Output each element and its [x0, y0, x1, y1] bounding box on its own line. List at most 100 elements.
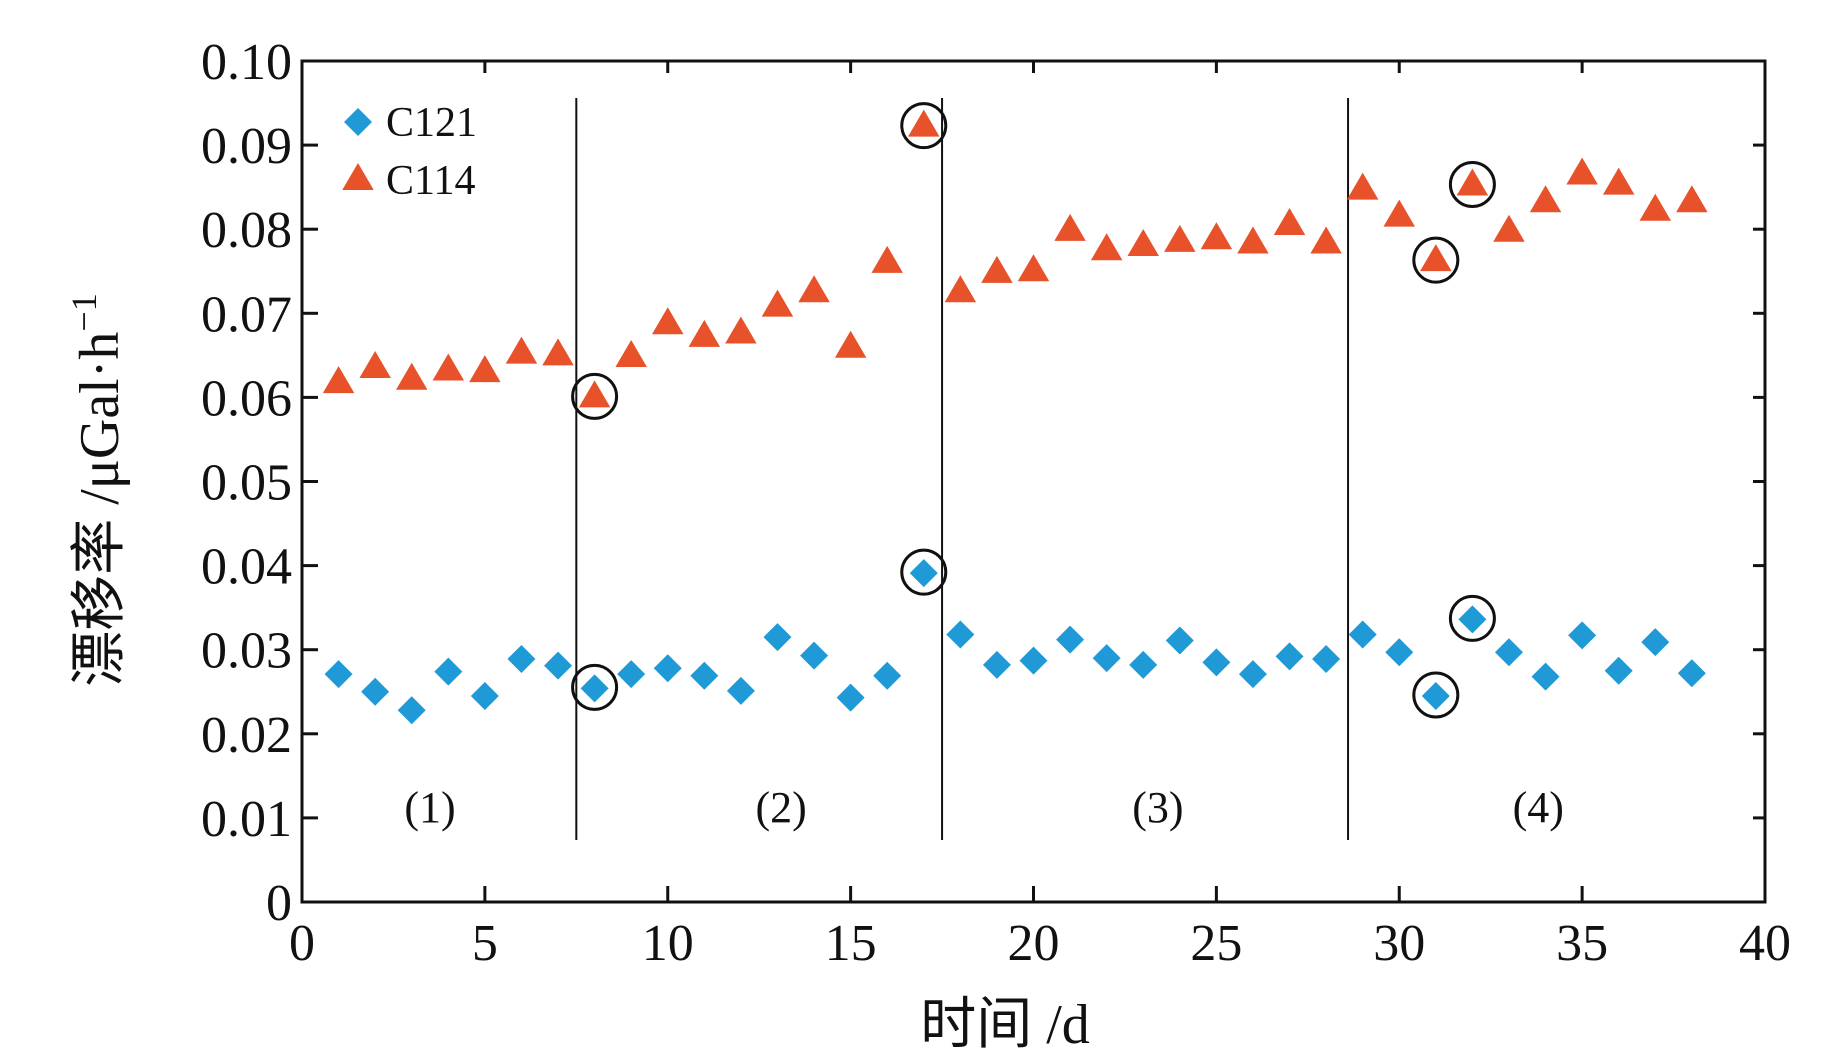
C121-point-24: [1165, 626, 1194, 655]
C121-point-36: [1604, 656, 1633, 685]
y-axis-label-superscript: −1: [64, 293, 104, 331]
region-label-2: (2): [755, 783, 806, 832]
C114-point-31: [1420, 244, 1452, 272]
C121-point-16: [873, 661, 902, 690]
C114-point-38: [1676, 185, 1708, 213]
x-tick-label-2: 10: [642, 915, 694, 972]
C114-point-25: [1200, 222, 1233, 250]
C121-point-31: [1421, 681, 1450, 710]
C114-point-13: [761, 289, 794, 317]
C114-point-37: [1639, 193, 1672, 221]
region-label-4: (4): [1513, 783, 1564, 832]
y-tick-label-2: 0.02: [201, 707, 292, 764]
C121-point-17: [909, 559, 938, 588]
x-tick-label-4: 20: [1008, 915, 1060, 972]
y-tick-label-9: 0.09: [201, 118, 292, 175]
C114-point-20: [1017, 254, 1050, 282]
y-tick-label-10: 0.10: [201, 34, 292, 91]
C121-point-26: [1238, 660, 1267, 689]
x-tick-label-3: 15: [825, 915, 877, 972]
C121-point-9: [617, 660, 646, 689]
highlight-circle-C114-17: [900, 102, 948, 150]
C121-point-37: [1641, 628, 1670, 657]
region-label-3: (3): [1132, 783, 1183, 832]
C114-point-9: [615, 340, 647, 368]
C114-point-32: [1456, 168, 1489, 196]
C121-point-15: [836, 683, 865, 712]
legend-marker-C121: [344, 108, 372, 136]
C114-point-36: [1602, 167, 1635, 195]
C121-point-27: [1275, 642, 1304, 671]
highlight-circle-C114-32: [1448, 160, 1496, 208]
C121-point-1: [324, 660, 353, 689]
x-tick-label-7: 35: [1556, 915, 1608, 972]
legend-label-C114: C114: [386, 158, 475, 204]
C114-point-35: [1566, 157, 1598, 185]
C114-point-23: [1127, 229, 1159, 257]
C121-point-12: [726, 676, 755, 705]
y-axis-label: 漂移率 /μGal·h−1: [64, 293, 131, 686]
legend-marker-C114: [342, 163, 374, 190]
C121-point-11: [690, 661, 719, 690]
C121-point-5: [470, 681, 499, 710]
legend: C121 C114: [342, 100, 477, 204]
C114-point-12: [725, 316, 757, 344]
y-tick-label-0: 0: [266, 875, 292, 932]
highlight-circle-C114-31: [1412, 236, 1460, 284]
C114-point-4: [432, 353, 465, 381]
C121-point-35: [1568, 621, 1597, 650]
C121-point-4: [434, 657, 463, 686]
C114-point-24: [1164, 224, 1196, 252]
C121-point-32: [1458, 605, 1487, 634]
C114-point-6: [505, 336, 538, 364]
C121-point-8: [580, 674, 609, 703]
C114-point-17: [908, 109, 940, 137]
highlight-circle-C121-31: [1412, 671, 1460, 719]
C121-point-14: [800, 641, 829, 670]
C114-point-16: [871, 245, 903, 273]
C114-point-18: [944, 275, 977, 303]
region-label-1: (1): [404, 783, 455, 832]
x-tick-label-0: 0: [289, 915, 315, 972]
y-tick-label-8: 0.08: [201, 202, 292, 259]
x-tick-label-6: 30: [1373, 915, 1425, 972]
highlight-circle-C121-32: [1448, 594, 1496, 642]
highlight-circle-C121-8: [571, 663, 619, 711]
C121-point-21: [1056, 625, 1085, 654]
legend-label-C121: C121: [386, 100, 477, 146]
C114-point-26: [1237, 226, 1269, 254]
highlight-circle-C114-8: [571, 372, 619, 420]
x-tick-label-1: 5: [472, 915, 498, 972]
C121-point-18: [946, 620, 975, 649]
C114-point-11: [688, 319, 721, 347]
C114-point-30: [1383, 199, 1415, 227]
C114-point-19: [981, 255, 1013, 283]
y-tick-label-6: 0.06: [201, 370, 292, 427]
C121-point-10: [653, 654, 682, 683]
x-tick-label-5: 25: [1190, 915, 1242, 972]
C121-point-25: [1202, 648, 1231, 677]
C121-point-19: [982, 650, 1011, 679]
C114-point-29: [1346, 172, 1379, 200]
y-tick-label-7: 0.07: [201, 286, 292, 343]
y-tick-label-3: 0.03: [201, 623, 292, 680]
axis-ticks: 0 0.01 0.02 0.03 0.04 0.05 0.06 0.07 0.08 0.09 0.1…: [201, 34, 1791, 972]
C114-point-2: [359, 350, 391, 378]
C114-point-5: [469, 355, 501, 383]
C121-point-7: [544, 651, 573, 680]
highlight-circle-C121-17: [900, 548, 948, 596]
C121-point-38: [1677, 659, 1706, 688]
C121-point-28: [1312, 644, 1341, 673]
C121-point-29: [1348, 620, 1377, 649]
C114-point-7: [542, 338, 574, 366]
y-tick-label-5: 0.05: [201, 455, 292, 512]
C121-point-23: [1129, 650, 1158, 679]
series-C121: [324, 559, 1706, 725]
x-tick-label-8: 40: [1739, 915, 1791, 972]
C121-point-22: [1092, 644, 1121, 673]
C114-point-34: [1529, 185, 1562, 213]
C121-point-33: [1494, 638, 1523, 667]
C114-point-15: [834, 330, 867, 358]
C114-point-33: [1493, 214, 1525, 242]
C121-point-13: [763, 623, 792, 652]
